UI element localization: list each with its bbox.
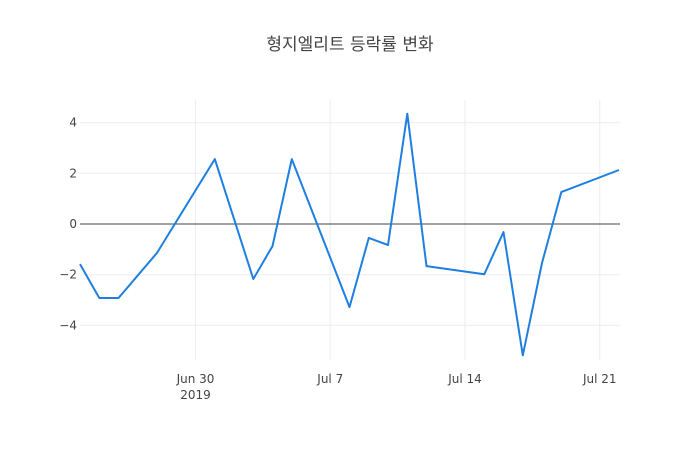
- gridlines: [80, 100, 620, 360]
- chart-title: 형지엘리트 등락률 변화: [266, 35, 434, 55]
- y-tick-label: −4: [59, 318, 77, 332]
- y-axis: 4 2 0 −2 −4: [59, 116, 77, 333]
- y-tick-label: 0: [69, 217, 77, 231]
- x-tick-label: Jun 30: [176, 372, 215, 386]
- y-tick-label: 4: [69, 116, 77, 130]
- y-tick-label: 2: [69, 166, 77, 180]
- series-line: [79, 112, 620, 357]
- x-axis: Jun 30 2019 Jul 7 Jul 14 Jul 21: [176, 372, 617, 402]
- x-tick-label: Jul 14: [447, 372, 482, 386]
- x-tick-label: Jul 21: [582, 372, 617, 386]
- x-tick-label: Jul 7: [316, 372, 343, 386]
- y-tick-label: −2: [59, 268, 77, 282]
- x-tick-year-label: 2019: [180, 388, 211, 402]
